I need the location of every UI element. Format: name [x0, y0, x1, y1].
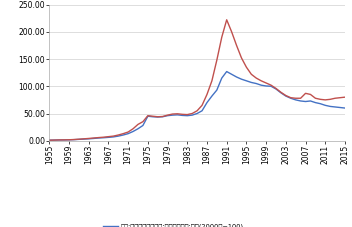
Legend: 日本:城市土地价格指数:所有城市土地:住宅(2000年=100), 日本:城市土地价格指数:6个主要城市:住宅(2000年=100): 日本:城市土地价格指数:所有城市土地:住宅(2000年=100), 日本:城市土…	[102, 223, 245, 227]
日本:城市土地价格指数:所有城市土地:住宅(2000年=100)	[47, 139, 51, 142]
日本:城市土地价格指数:所有城市土地:住宅(2000年=100)	[308, 100, 313, 102]
日本:城市土地价格指数:6个主要城市:住宅(2000年=100)	[225, 18, 229, 21]
日本:城市土地价格指数:所有城市土地:住宅(2000年=100)	[230, 73, 234, 76]
日本:城市土地价格指数:所有城市土地:住宅(2000年=100)	[225, 70, 229, 73]
日本:城市土地价格指数:6个主要城市:住宅(2000年=100)	[47, 139, 51, 142]
日本:城市土地价格指数:6个主要城市:住宅(2000年=100)	[106, 135, 111, 138]
日本:城市土地价格指数:所有城市土地:住宅(2000年=100)	[106, 136, 111, 139]
日本:城市土地价格指数:所有城市土地:住宅(2000年=100)	[343, 107, 347, 109]
日本:城市土地价格指数:所有城市土地:住宅(2000年=100)	[116, 135, 120, 138]
日本:城市土地价格指数:6个主要城市:住宅(2000年=100)	[343, 96, 347, 99]
日本:城市土地价格指数:所有城市土地:住宅(2000年=100)	[151, 115, 155, 118]
日本:城市土地价格指数:6个主要城市:住宅(2000年=100)	[116, 134, 120, 136]
日本:城市土地价格指数:所有城市土地:住宅(2000年=100)	[205, 101, 209, 104]
Line: 日本:城市土地价格指数:所有城市土地:住宅(2000年=100): 日本:城市土地价格指数:所有城市土地:住宅(2000年=100)	[49, 72, 345, 140]
Line: 日本:城市土地价格指数:6个主要城市:住宅(2000年=100): 日本:城市土地价格指数:6个主要城市:住宅(2000年=100)	[49, 20, 345, 140]
日本:城市土地价格指数:6个主要城市:住宅(2000年=100)	[308, 93, 313, 96]
日本:城市土地价格指数:6个主要城市:住宅(2000年=100)	[151, 115, 155, 118]
日本:城市土地价格指数:6个主要城市:住宅(2000年=100)	[205, 93, 209, 96]
日本:城市土地价格指数:6个主要城市:住宅(2000年=100)	[230, 30, 234, 33]
